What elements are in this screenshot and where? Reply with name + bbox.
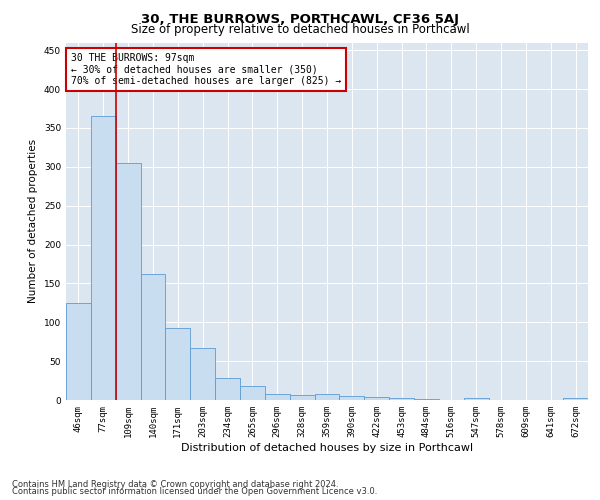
Bar xyxy=(66,303,91,400)
Bar xyxy=(166,328,190,400)
Bar xyxy=(116,163,140,400)
Bar xyxy=(340,396,364,400)
Bar xyxy=(389,398,414,400)
Bar xyxy=(364,397,389,400)
Text: 30, THE BURROWS, PORTHCAWL, CF36 5AJ: 30, THE BURROWS, PORTHCAWL, CF36 5AJ xyxy=(141,12,459,26)
Bar xyxy=(314,394,340,400)
Bar xyxy=(190,348,215,400)
Text: Size of property relative to detached houses in Porthcawl: Size of property relative to detached ho… xyxy=(131,22,469,36)
Bar xyxy=(563,398,588,400)
Bar xyxy=(215,378,240,400)
Y-axis label: Number of detached properties: Number of detached properties xyxy=(28,139,38,304)
Text: Contains HM Land Registry data © Crown copyright and database right 2024.: Contains HM Land Registry data © Crown c… xyxy=(12,480,338,489)
Bar xyxy=(414,399,439,400)
Text: 30 THE BURROWS: 97sqm
← 30% of detached houses are smaller (350)
70% of semi-det: 30 THE BURROWS: 97sqm ← 30% of detached … xyxy=(71,53,341,86)
Text: Contains public sector information licensed under the Open Government Licence v3: Contains public sector information licen… xyxy=(12,487,377,496)
Bar xyxy=(290,396,314,400)
Bar xyxy=(140,274,166,400)
Bar xyxy=(464,398,488,400)
Bar xyxy=(91,116,116,400)
Bar xyxy=(240,386,265,400)
X-axis label: Distribution of detached houses by size in Porthcawl: Distribution of detached houses by size … xyxy=(181,442,473,452)
Bar xyxy=(265,394,290,400)
